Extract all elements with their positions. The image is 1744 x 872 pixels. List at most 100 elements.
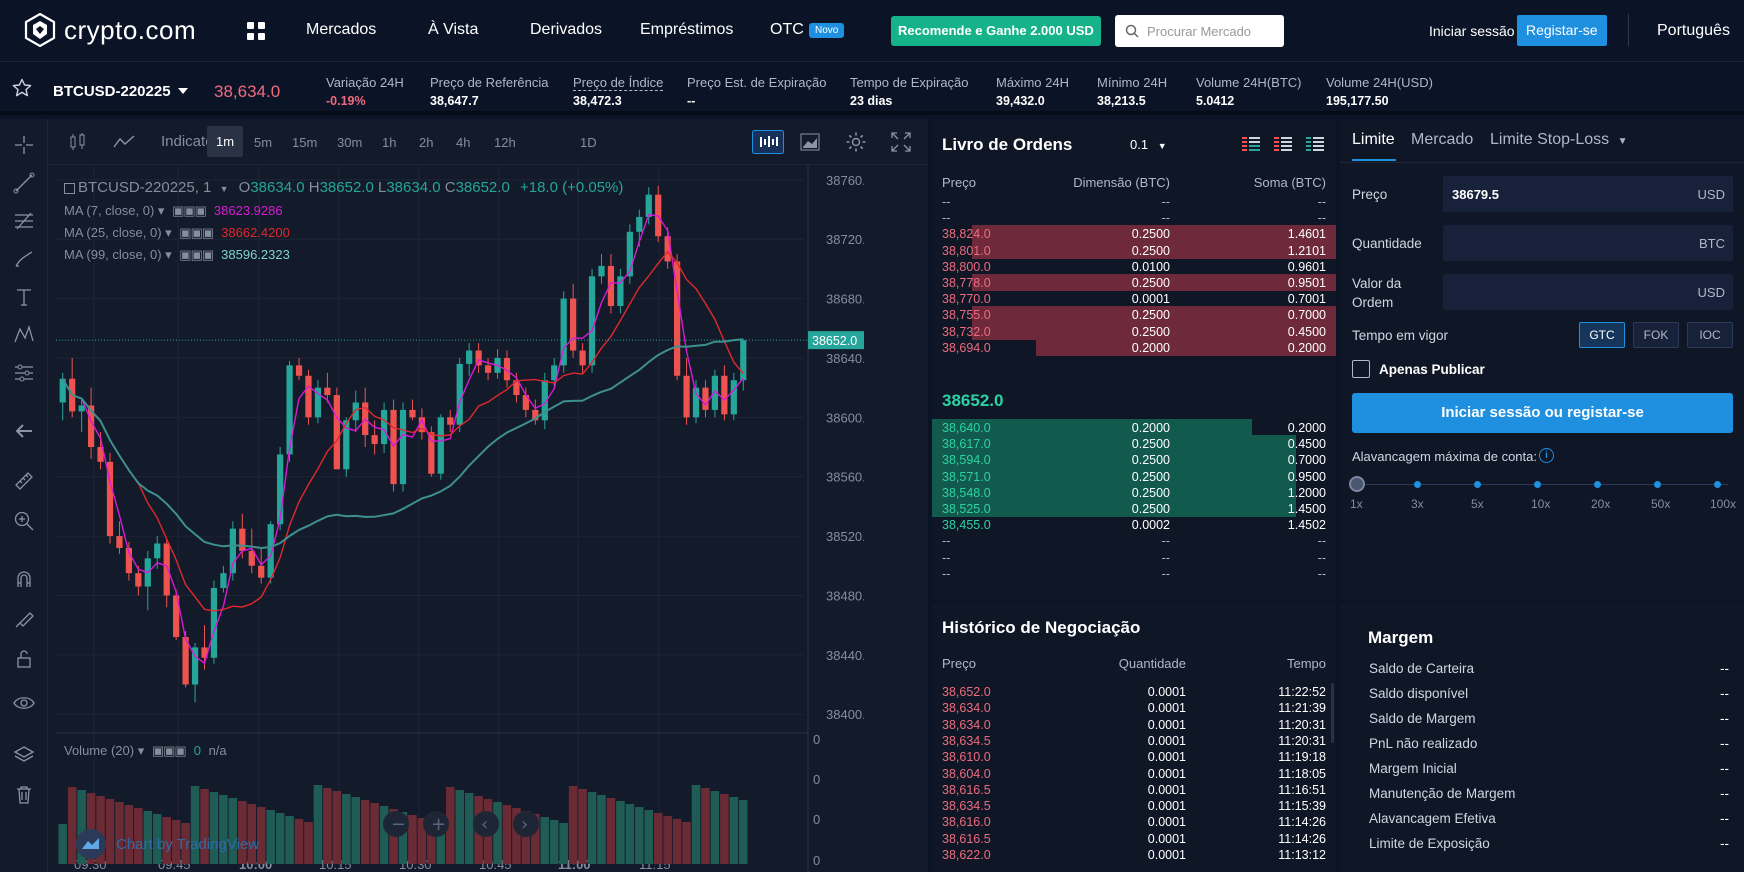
tif-ioc-button[interactable]: IOC: [1687, 322, 1733, 348]
book-bids-view-icon[interactable]: [1306, 137, 1324, 151]
nav-a-vista[interactable]: À Vista: [428, 21, 479, 38]
post-only-label[interactable]: Apenas Publicar: [1379, 362, 1485, 377]
login-link[interactable]: Iniciar sessão: [1429, 23, 1515, 39]
ask-row[interactable]: -- -- --: [932, 209, 1336, 227]
language-selector[interactable]: Português: [1657, 22, 1730, 39]
chart-nav-button[interactable]: [423, 811, 449, 837]
trend-line-icon[interactable]: [12, 171, 36, 195]
chevron-down-icon[interactable]: [178, 88, 188, 94]
crypto-logo[interactable]: crypto.com: [24, 13, 196, 47]
ma25-legend[interactable]: MA (25, close, 0) ▾ ▣▣▣ 38662.4200: [64, 225, 290, 240]
market-search[interactable]: [1115, 15, 1284, 47]
chevron-down-icon[interactable]: ▼: [219, 184, 229, 194]
timeframe-12h[interactable]: 12h: [494, 135, 516, 150]
ask-row[interactable]: 38,778.0 0.2500 0.9501: [932, 274, 1336, 292]
bid-row[interactable]: 38,617.0 0.2500 0.4500: [932, 435, 1336, 453]
quantity-input[interactable]: BTC: [1443, 225, 1733, 261]
unlock-icon[interactable]: [12, 647, 36, 671]
ask-row[interactable]: 38,732.0 0.2500 0.4500: [932, 322, 1336, 341]
tab-limit[interactable]: Limite: [1352, 131, 1395, 148]
ask-row[interactable]: 38,694.0 0.2000 0.2000: [932, 338, 1336, 357]
leverage-tick-label[interactable]: 100x: [1710, 497, 1737, 511]
register-button[interactable]: Registar-se: [1517, 15, 1607, 46]
candles-type-icon[interactable]: [68, 132, 88, 152]
zoom-in-icon[interactable]: [12, 509, 36, 533]
login-or-register-button[interactable]: Iniciar sessão ou registar-se: [1352, 393, 1733, 433]
search-input[interactable]: [1147, 23, 1277, 39]
nav-emprestimos[interactable]: Empréstimos: [640, 21, 734, 38]
chart-nav-button[interactable]: [513, 811, 539, 837]
crosshair-icon[interactable]: [12, 133, 36, 157]
timeframe-15m[interactable]: 15m: [292, 135, 318, 150]
leverage-tick-label[interactable]: 3x: [1411, 497, 1424, 511]
bid-row[interactable]: -- -- --: [932, 532, 1336, 550]
timeframe-2h[interactable]: 2h: [419, 135, 434, 150]
leverage-tick-label[interactable]: 5x: [1471, 497, 1484, 511]
bid-row[interactable]: 38,525.0 0.2500 1.4500: [932, 500, 1336, 518]
referral-promo-button[interactable]: Recomende e Ganhe 2.000 USD: [891, 16, 1101, 46]
trash-icon[interactable]: [12, 783, 36, 807]
prediction-icon[interactable]: [12, 361, 36, 385]
book-asks-view-icon[interactable]: [1274, 137, 1292, 151]
chart-nav-button[interactable]: [473, 811, 499, 837]
ma99-legend[interactable]: MA (99, close, 0) ▾ ▣▣▣ 38596.2323: [64, 247, 290, 262]
price-chart[interactable]: 38760.0 38720.0 38680.0 38640.0 38600.0 38560…: [56, 165, 864, 872]
price-input[interactable]: 38679.5 USD: [1443, 176, 1733, 212]
leverage-step-dot[interactable]: [1534, 481, 1541, 488]
timeframe-1h[interactable]: 1h: [382, 135, 397, 150]
bid-row[interactable]: -- -- --: [932, 549, 1336, 567]
bid-row[interactable]: 38,548.0 0.2500 1.2000: [932, 483, 1336, 502]
apps-grid-icon[interactable]: [247, 22, 265, 40]
leverage-tick-label[interactable]: 1x: [1350, 497, 1363, 511]
leverage-step-dot[interactable]: [1714, 481, 1721, 488]
brush-icon[interactable]: [12, 247, 36, 271]
bid-row[interactable]: 38,640.0 0.2000 0.2000: [932, 419, 1336, 437]
collapse-legend-icon[interactable]: [64, 182, 75, 194]
bid-row[interactable]: 38,455.0 0.0002 1.4502: [932, 516, 1336, 534]
leverage-tick-label[interactable]: 20x: [1591, 497, 1611, 511]
ask-row[interactable]: -- -- --: [932, 193, 1336, 211]
depth-chart-icon[interactable]: [800, 132, 820, 152]
pattern-icon[interactable]: [12, 323, 36, 347]
tradingview-chart-icon[interactable]: [752, 130, 784, 154]
indicators-icon[interactable]: [113, 134, 135, 150]
fib-retracement-icon[interactable]: [12, 209, 36, 233]
timeframe-1d[interactable]: 1D: [580, 135, 597, 150]
history-scrollbar[interactable]: [1331, 683, 1334, 743]
post-only-checkbox[interactable]: [1352, 360, 1370, 378]
tab-stop-limit[interactable]: Limite Stop-Loss ▼: [1490, 131, 1628, 148]
leverage-tick-label[interactable]: 10x: [1531, 497, 1551, 511]
lock-drawing-icon[interactable]: [12, 607, 36, 631]
tab-market[interactable]: Mercado: [1411, 131, 1474, 148]
leverage-step-dot[interactable]: [1654, 481, 1661, 488]
arrow-left-icon[interactable]: [12, 419, 36, 443]
tif-gtc-button[interactable]: GTC: [1579, 322, 1625, 348]
nav-otc[interactable]: OTC: [770, 21, 804, 38]
ask-row[interactable]: 38,755.0 0.2500 0.7000: [932, 306, 1336, 324]
bid-row[interactable]: -- -- --: [932, 565, 1336, 583]
layers-icon[interactable]: [12, 743, 36, 767]
text-tool-icon[interactable]: [12, 285, 36, 309]
ma7-legend[interactable]: MA (7, close, 0) ▾ ▣▣▣ 38623.9286: [64, 203, 283, 218]
leverage-tick-label[interactable]: 50x: [1651, 497, 1671, 511]
bid-row[interactable]: 38,594.0 0.2500 0.7000: [932, 451, 1336, 469]
leverage-slider-handle[interactable]: [1349, 476, 1365, 492]
ask-row[interactable]: 38,800.0 0.0100 0.9601: [932, 258, 1336, 276]
leverage-step-dot[interactable]: [1594, 481, 1601, 488]
info-icon[interactable]: i: [1539, 448, 1554, 463]
timeframe-1m[interactable]: 1m: [207, 126, 244, 157]
timeframe-4h[interactable]: 4h: [456, 135, 471, 150]
ask-row[interactable]: 38,770.0 0.0001 0.7001: [932, 290, 1336, 308]
ruler-icon[interactable]: [12, 469, 36, 493]
volume-legend[interactable]: Volume (20) ▾ ▣▣▣ 0 n/a: [64, 743, 227, 758]
leverage-slider-track[interactable]: [1356, 484, 1728, 485]
eye-icon[interactable]: [12, 691, 36, 715]
ask-row[interactable]: 38,801.0 0.2500 1.2101: [932, 241, 1336, 260]
nav-mercados[interactable]: Mercados: [306, 21, 377, 38]
magnet-icon[interactable]: [12, 567, 36, 591]
favorite-star-icon[interactable]: [12, 78, 32, 98]
price-step-selector[interactable]: 0.1 ▼: [1130, 137, 1167, 152]
stat-index-price[interactable]: Preço de Índice 38,472.3: [573, 75, 664, 108]
settings-gear-icon[interactable]: [845, 131, 867, 153]
leverage-step-dot[interactable]: [1474, 481, 1481, 488]
